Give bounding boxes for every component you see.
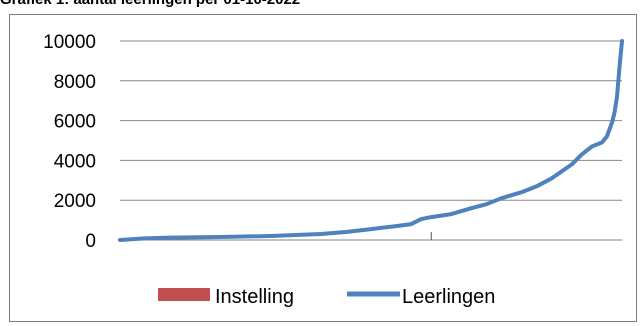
legend: Instelling Leerlingen xyxy=(158,286,495,308)
chart-title: Grafiek 1: aantal leerlingen per 01-10-2… xyxy=(0,0,300,8)
series-line-leerlingen xyxy=(118,39,624,242)
gridlines xyxy=(120,40,622,241)
y-tick-label: 0 xyxy=(85,231,96,252)
y-tick-label: 10000 xyxy=(43,32,96,53)
line-series xyxy=(118,39,624,242)
legend-label-instelling: Instelling xyxy=(215,286,294,308)
y-axis-labels: 0 2000 4000 6000 8000 10000 xyxy=(43,32,96,252)
legend-label-leerlingen: Leerlingen xyxy=(402,286,495,308)
y-tick-label: 8000 xyxy=(54,72,96,93)
chart-area xyxy=(9,14,637,322)
bar-series xyxy=(430,232,432,240)
y-tick-label: 2000 xyxy=(54,191,96,212)
bar-instelling xyxy=(430,232,432,240)
y-tick-label: 4000 xyxy=(54,151,96,172)
legend-swatch-instelling xyxy=(158,288,210,301)
y-tick-label: 6000 xyxy=(54,112,96,133)
